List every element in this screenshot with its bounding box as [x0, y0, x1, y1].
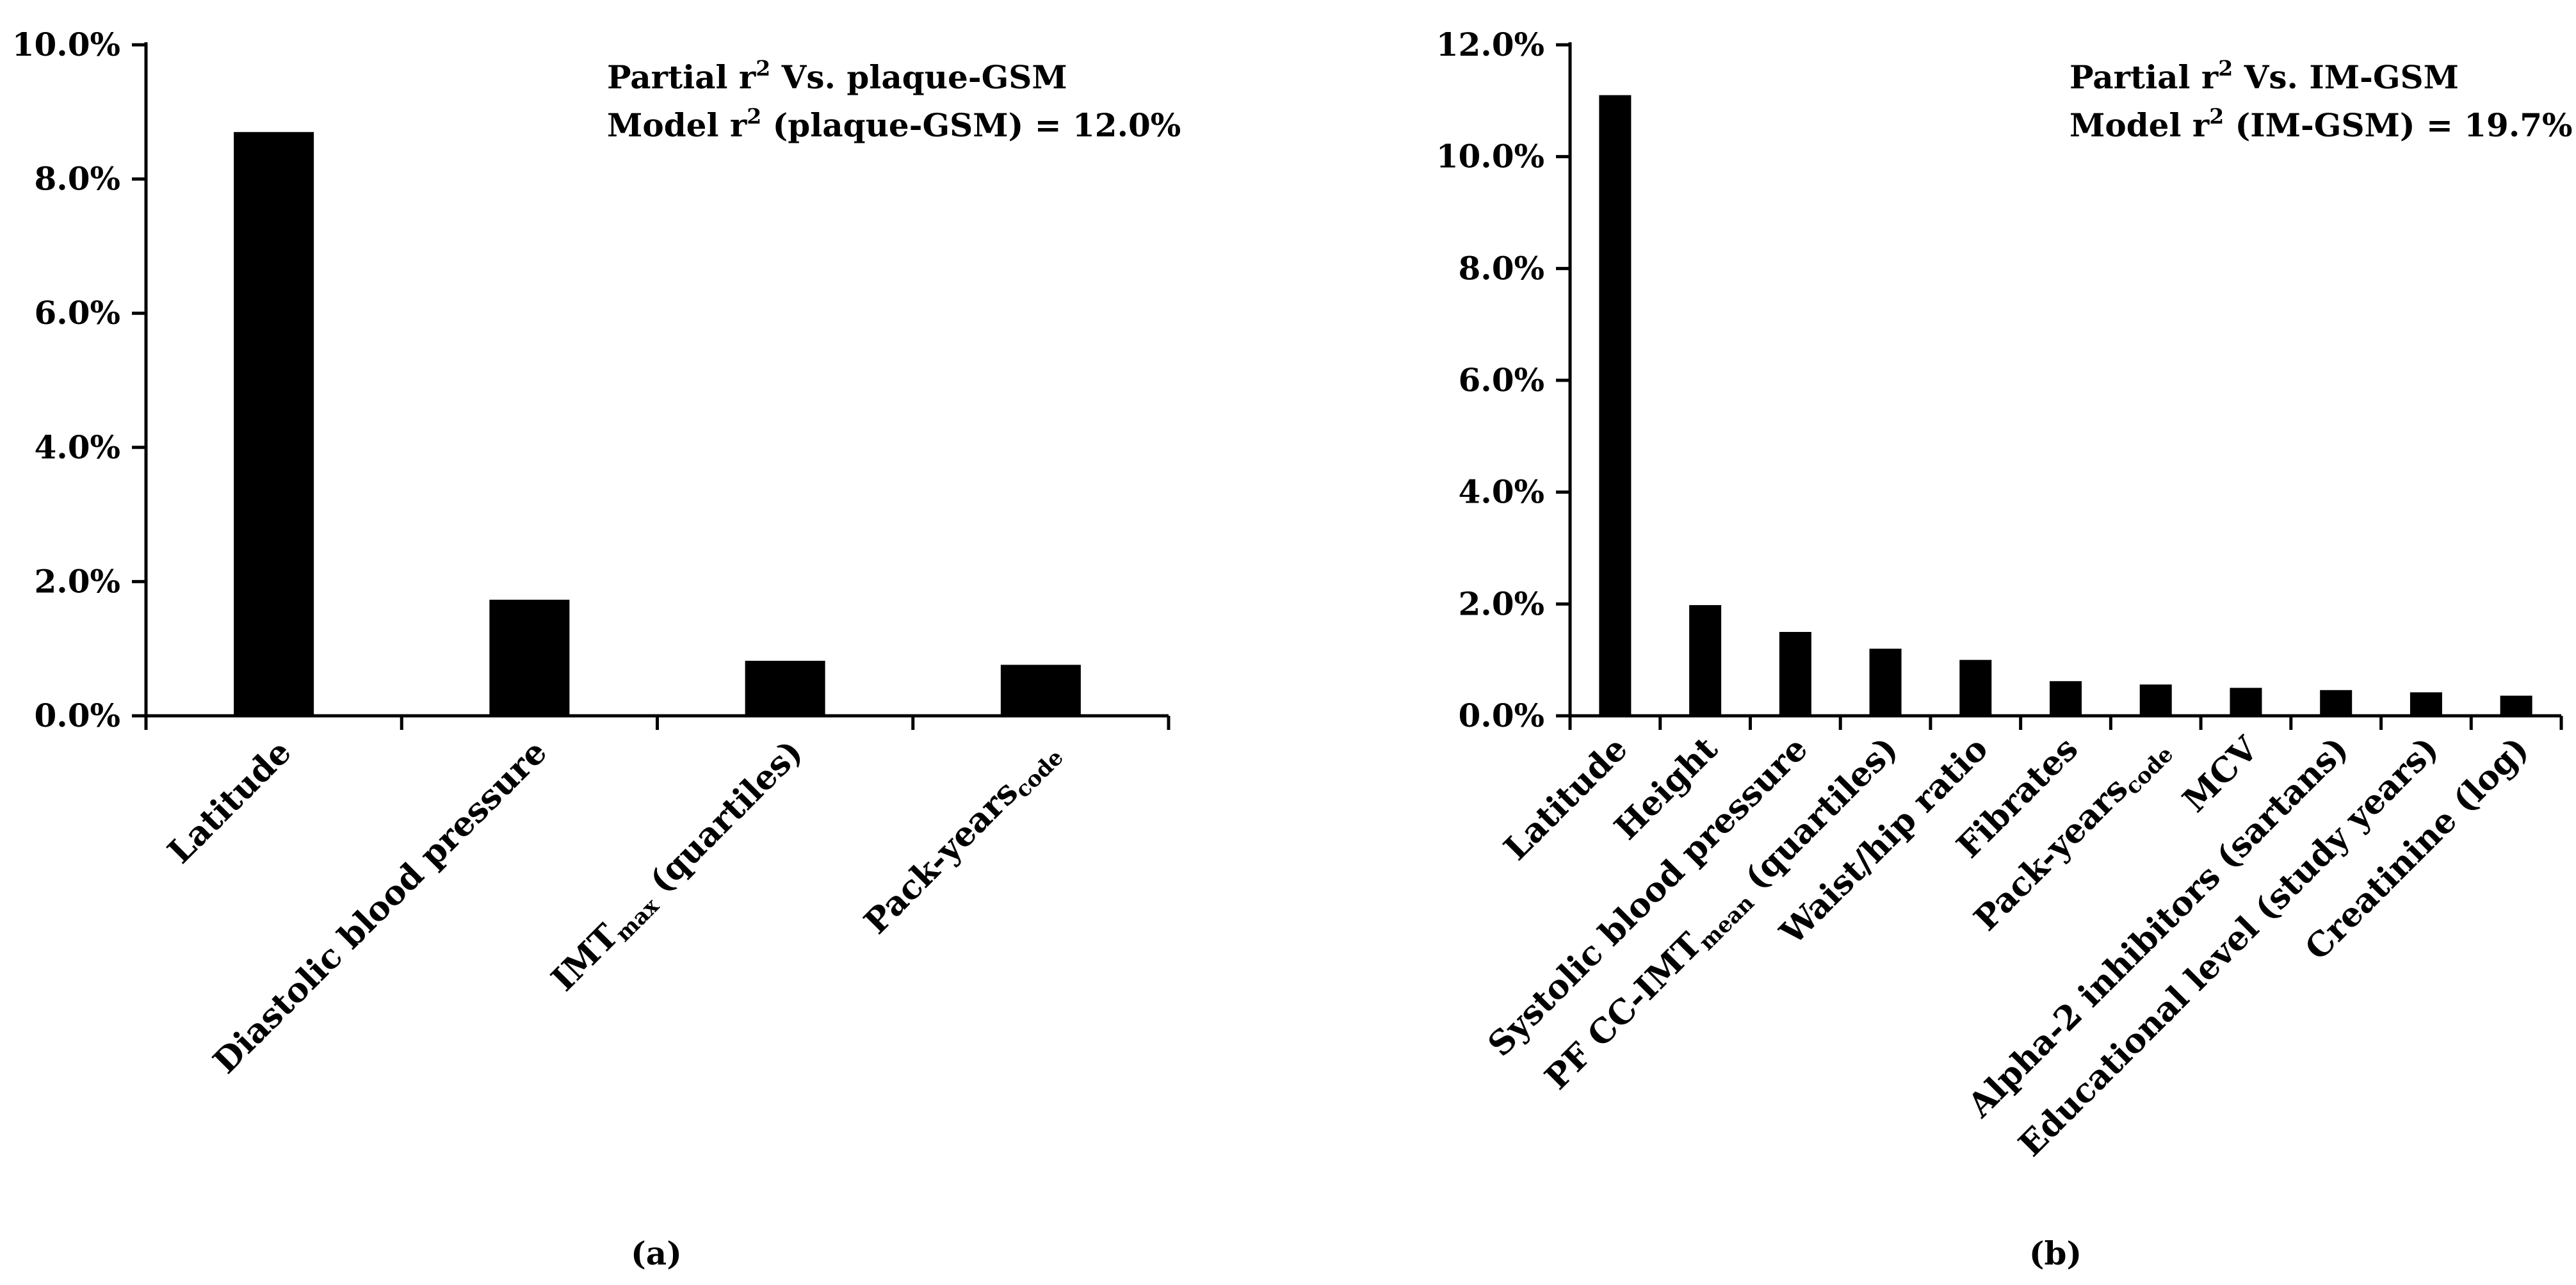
- panel-label: (a): [631, 1234, 682, 1272]
- bar-3: [1779, 632, 1811, 716]
- y-tick-label: 6.0%: [1459, 361, 1545, 399]
- category-label: Latitude: [1496, 729, 1635, 868]
- y-tick-label: 8.0%: [35, 160, 121, 198]
- y-tick-label: 12.0%: [1436, 26, 1544, 63]
- y-tick-label: 2.0%: [1459, 585, 1545, 622]
- bar-1: [234, 132, 314, 716]
- category-label: Educational level (study years): [2011, 729, 2446, 1164]
- annotation-line2: Model r2 (plaque-GSM) = 12.0%: [607, 104, 1181, 144]
- y-tick-label: 8.0%: [1459, 249, 1545, 287]
- bar-3: [745, 661, 825, 716]
- bar-11: [2500, 695, 2532, 716]
- y-tick-label: 4.0%: [35, 428, 121, 466]
- y-tick-label: 4.0%: [1459, 473, 1545, 511]
- bar-8: [2230, 688, 2262, 716]
- category-label: Latitude: [160, 732, 299, 871]
- bar-7: [2139, 684, 2172, 716]
- category-label: Pack-yearscode: [857, 732, 1069, 944]
- bar-2: [489, 599, 570, 716]
- y-tick-label: 2.0%: [35, 562, 121, 600]
- bar-5: [1959, 659, 1992, 716]
- bar-9: [2320, 690, 2353, 716]
- bar-1: [1599, 95, 1632, 716]
- y-tick-label: 10.0%: [1436, 138, 1544, 175]
- y-tick-label: 6.0%: [35, 294, 121, 332]
- bar-4: [1000, 665, 1081, 716]
- y-tick-label: 10.0%: [12, 26, 120, 63]
- bar-2: [1689, 605, 1722, 716]
- bar-10: [2410, 692, 2442, 716]
- annotation-line2: Model r2 (IM-GSM) = 19.7%: [2070, 104, 2573, 144]
- bar-4: [1869, 649, 1902, 716]
- category-label: IMTmax (quartiles): [544, 732, 813, 1001]
- annotation-line1: Partial r2 Vs. IM-GSM: [2070, 56, 2459, 96]
- panel-b: 0.0%2.0%4.0%6.0%8.0%10.0%12.0%LatitudeHe…: [1436, 26, 2573, 1272]
- panel-a: 0.0%2.0%4.0%6.0%8.0%10.0%LatitudeDiastol…: [12, 26, 1181, 1272]
- bar-6: [2050, 681, 2082, 716]
- panel-label: (b): [2029, 1234, 2082, 1272]
- annotation-line1: Partial r2 Vs. plaque-GSM: [607, 56, 1067, 96]
- y-tick-label: 0.0%: [35, 697, 121, 734]
- y-tick-label: 0.0%: [1459, 697, 1545, 734]
